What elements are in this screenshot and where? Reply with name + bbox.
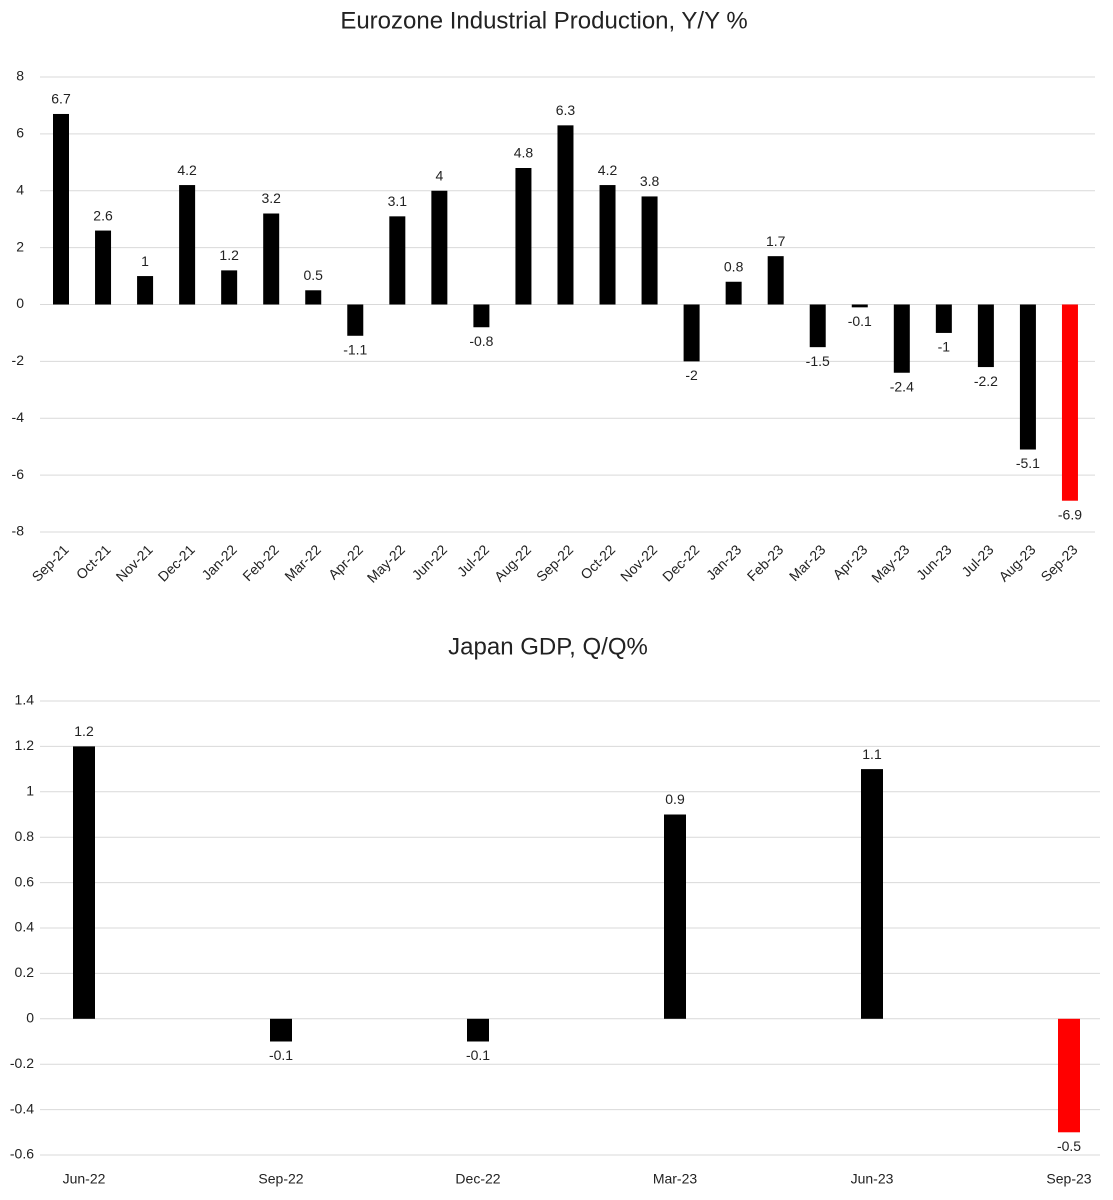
data-label: 4.8 bbox=[514, 145, 534, 161]
y-tick-label: 0 bbox=[16, 295, 24, 311]
data-label: 1.7 bbox=[766, 233, 786, 249]
data-label: 3.2 bbox=[261, 190, 281, 206]
y-tick-label: 8 bbox=[16, 68, 24, 84]
bar bbox=[179, 185, 196, 305]
y-tick-label: 0.8 bbox=[15, 828, 35, 844]
chart-title: Japan GDP, Q/Q% bbox=[448, 633, 648, 660]
bar bbox=[977, 304, 994, 368]
data-label: -2.4 bbox=[890, 378, 914, 394]
y-tick-label: -2 bbox=[12, 352, 25, 368]
bar bbox=[221, 270, 238, 305]
y-tick-label: 0.6 bbox=[15, 873, 35, 889]
bar bbox=[270, 1018, 292, 1042]
y-tick-label: -0.4 bbox=[10, 1100, 34, 1116]
data-label: 2.6 bbox=[93, 207, 113, 223]
x-tick-label: Jun-23 bbox=[851, 1171, 894, 1187]
data-label: -0.1 bbox=[848, 313, 872, 329]
bar bbox=[515, 168, 532, 305]
x-tick-label: Dec-22 bbox=[455, 1171, 500, 1187]
bar bbox=[263, 213, 280, 305]
data-label: -1.5 bbox=[806, 353, 830, 369]
data-label: -0.8 bbox=[469, 333, 493, 349]
bar bbox=[467, 1018, 489, 1042]
chart-title: Eurozone Industrial Production, Y/Y % bbox=[340, 7, 747, 34]
bar bbox=[861, 769, 883, 1019]
bar bbox=[1019, 304, 1036, 450]
bar bbox=[431, 190, 448, 305]
bar bbox=[347, 304, 364, 336]
bar bbox=[725, 281, 742, 305]
x-tick-label: Mar-23 bbox=[653, 1171, 698, 1187]
data-label: -1.1 bbox=[343, 341, 367, 357]
data-label: 6.7 bbox=[51, 91, 71, 107]
y-tick-label: -4 bbox=[12, 409, 25, 425]
data-label: 1.2 bbox=[74, 723, 94, 739]
bar bbox=[305, 290, 322, 305]
data-label: -1 bbox=[938, 339, 951, 355]
bar bbox=[557, 125, 574, 305]
bar bbox=[1058, 1018, 1080, 1133]
data-label: 4.2 bbox=[598, 162, 618, 178]
bar bbox=[53, 113, 69, 305]
y-tick-label: 6 bbox=[16, 125, 24, 141]
y-tick-label: 0.4 bbox=[15, 919, 35, 935]
data-label: -0.5 bbox=[1057, 1138, 1081, 1154]
data-label: 3.1 bbox=[388, 193, 408, 209]
y-tick-label: 1 bbox=[26, 783, 34, 799]
x-tick-label: Jun-22 bbox=[63, 1171, 106, 1187]
data-label: -0.1 bbox=[466, 1047, 490, 1063]
bar bbox=[935, 304, 952, 333]
bar bbox=[641, 196, 658, 305]
bar bbox=[137, 276, 154, 305]
data-label: -2.2 bbox=[974, 373, 998, 389]
bar bbox=[95, 230, 112, 305]
data-label: 4 bbox=[435, 167, 443, 183]
bar bbox=[73, 746, 95, 1019]
y-tick-label: 0.2 bbox=[15, 964, 35, 980]
data-label: 1 bbox=[141, 253, 149, 269]
y-tick-label: -0.2 bbox=[10, 1055, 34, 1071]
bar bbox=[664, 814, 686, 1019]
bar bbox=[1061, 304, 1078, 501]
bar bbox=[851, 304, 868, 308]
bar bbox=[599, 185, 616, 305]
bar bbox=[389, 216, 406, 305]
data-label: -0.1 bbox=[269, 1047, 293, 1063]
data-label: 3.8 bbox=[640, 173, 660, 189]
y-tick-label: 1.2 bbox=[15, 737, 35, 753]
x-tick-label: Sep-23 bbox=[1046, 1171, 1091, 1187]
data-label: 0.8 bbox=[724, 258, 744, 274]
data-label: 4.2 bbox=[177, 162, 197, 178]
y-tick-label: 2 bbox=[16, 238, 24, 254]
y-tick-label: -8 bbox=[12, 523, 25, 539]
data-label: 6.3 bbox=[556, 102, 576, 118]
y-tick-label: -6 bbox=[12, 466, 25, 482]
data-label: -2 bbox=[685, 367, 698, 383]
y-tick-label: 0 bbox=[26, 1010, 34, 1026]
y-tick-label: -0.6 bbox=[10, 1146, 34, 1162]
bar bbox=[767, 256, 784, 305]
bar bbox=[893, 304, 910, 373]
data-label: 0.9 bbox=[665, 791, 685, 807]
y-tick-label: 4 bbox=[16, 181, 24, 197]
data-label: 1.1 bbox=[862, 746, 882, 762]
data-label: 1.2 bbox=[219, 247, 239, 263]
bar bbox=[809, 304, 826, 348]
data-label: -5.1 bbox=[1016, 455, 1040, 471]
x-tick-label: Sep-22 bbox=[258, 1171, 303, 1187]
bar bbox=[473, 304, 490, 328]
bar bbox=[683, 304, 700, 362]
data-label: -6.9 bbox=[1058, 506, 1082, 522]
data-label: 0.5 bbox=[304, 267, 324, 283]
y-tick-label: 1.4 bbox=[15, 692, 35, 708]
